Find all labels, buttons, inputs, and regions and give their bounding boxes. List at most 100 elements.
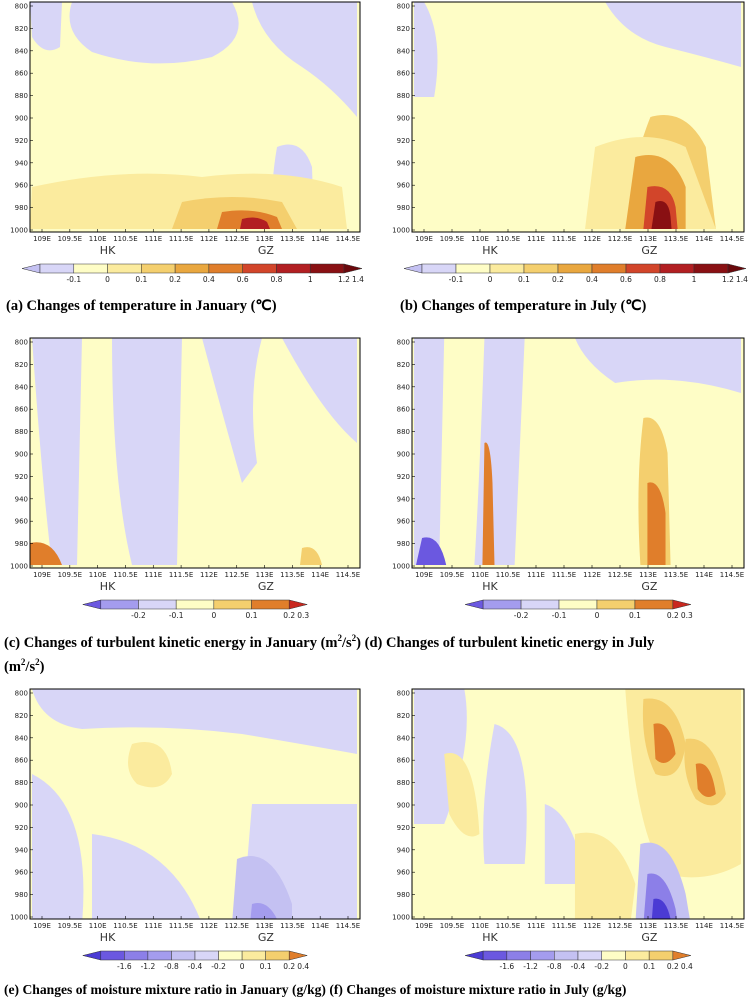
x-tick-label: 109.5E xyxy=(58,922,82,930)
x-tick-label: 113E xyxy=(256,235,274,243)
x-tick-label: 110E xyxy=(89,571,107,579)
colorbar-swatch xyxy=(557,263,593,274)
caption-c-d: (c) Changes of turbulent kinetic energy … xyxy=(4,633,654,652)
city-label-hk: HK xyxy=(482,580,498,593)
caption-a: (a) Changes of temperature in January (℃… xyxy=(6,298,277,314)
contour-region xyxy=(232,856,292,919)
plot-area: 800 820 840 860 880 900 920 940 960 980 1000 109E 10… xyxy=(10,688,361,944)
x-tick-label: 110E xyxy=(471,571,489,579)
y-tick-label: 920 xyxy=(397,824,410,832)
colorbar-label: 0.1 xyxy=(246,611,258,620)
colorbar-swatch xyxy=(218,950,243,961)
contour-region xyxy=(574,338,741,393)
caption-d-post: ) xyxy=(39,658,45,675)
colorbar-label: 1.4 xyxy=(736,275,748,284)
contour-region xyxy=(444,753,480,837)
city-label-gz: GZ xyxy=(641,931,658,944)
x-tick-label: 111E xyxy=(527,922,545,930)
colorbar-swatch xyxy=(194,950,219,961)
colorbar-label: 0.2 xyxy=(667,611,679,620)
panel-f-moisture-july: 800 820 840 860 880 900 920 940 960 980 1000 109E 10… xyxy=(388,687,750,977)
x-tick-label: 114.5E xyxy=(336,571,360,579)
y-tick-label: 860 xyxy=(397,757,410,765)
colorbar-swatch xyxy=(175,599,215,610)
y-tick-label: 880 xyxy=(397,92,410,100)
colorbar-swatch xyxy=(213,599,252,610)
colorbar-label: -1.2 xyxy=(141,962,156,971)
x-tick-label: 112E xyxy=(200,235,218,243)
x-tick-label: 109.5E xyxy=(440,922,464,930)
y-tick-label: 880 xyxy=(15,428,28,436)
contour-fills xyxy=(30,338,357,565)
colorbar-low-triangle xyxy=(465,599,484,610)
y-tick-label: 820 xyxy=(15,361,28,369)
y-tick-label: 900 xyxy=(397,115,410,123)
colorbar-label: 0 xyxy=(623,962,628,971)
y-tick-label: 980 xyxy=(15,891,28,899)
y-tick-label: 880 xyxy=(15,779,28,787)
colorbar-high-triangle xyxy=(672,599,691,610)
contour-region xyxy=(482,442,495,565)
contour-region xyxy=(250,903,277,919)
colorbar-label: 0.6 xyxy=(237,275,249,284)
x-tick-label: 111.5E xyxy=(552,235,576,243)
x-tick-label: 112.5E xyxy=(608,235,632,243)
colorbar-swatch xyxy=(100,950,125,961)
x-tick-label: 113E xyxy=(639,922,657,930)
x-tick-label: 110.5E xyxy=(496,922,520,930)
y-tick-label: 940 xyxy=(397,159,410,167)
y-tick-label: 960 xyxy=(397,182,410,190)
caption-d-sup2: 2 xyxy=(35,657,40,667)
x-tick-label: 114E xyxy=(311,571,329,579)
colorbar: -0.1 0 0.1 0.2 0.4 0.6 0.8 1 1.2 1.4 xyxy=(403,263,748,284)
colorbar-label: -0.1 xyxy=(449,275,464,284)
y-tick-label: 840 xyxy=(397,734,410,742)
caption-b: (b) Changes of temperature in July (℃) xyxy=(400,298,647,314)
colorbar-label: 0.4 xyxy=(203,275,215,284)
x-tick-label: 111.5E xyxy=(552,571,576,579)
contour-fills xyxy=(414,338,741,565)
contour-region xyxy=(414,338,445,565)
colorbar-swatch xyxy=(251,599,290,610)
colorbar-label: 0.4 xyxy=(586,275,598,284)
x-tick-label: 114E xyxy=(695,571,713,579)
contour-region xyxy=(32,338,82,565)
plot-frame xyxy=(411,1,745,233)
contour-region xyxy=(643,873,677,919)
caption-d-mid: /s xyxy=(25,658,36,675)
x-tick-label: 111E xyxy=(527,235,545,243)
colorbar-label: 0.1 xyxy=(629,611,641,620)
y-tick-label: 860 xyxy=(397,406,410,414)
contour-region xyxy=(112,338,182,565)
x-tick-label: 109.5E xyxy=(440,235,464,243)
colorbar-label: -0.4 xyxy=(188,962,203,971)
colorbar-swatch xyxy=(208,263,243,274)
contour-region xyxy=(416,537,447,565)
colorbar-low-triangle xyxy=(465,950,484,961)
caption-d-pre: (m xyxy=(4,658,21,675)
x-tick-label: 110E xyxy=(471,235,489,243)
y-tick-label: 820 xyxy=(15,712,28,720)
panel-d-tke-july: 800 820 840 860 880 900 920 940 960 980 1000 109E 10… xyxy=(388,336,750,620)
city-label-gz: GZ xyxy=(258,580,275,593)
x-tick-label: 113.5E xyxy=(280,571,304,579)
colorbar-label: 0 xyxy=(105,275,110,284)
colorbar-swatch xyxy=(276,263,311,274)
x-tick-label: 113.5E xyxy=(664,235,688,243)
y-tick-label: 940 xyxy=(15,846,28,854)
colorbar-label: 1.2 xyxy=(338,275,350,284)
contour-region xyxy=(414,2,438,97)
x-tick-label: 109.5E xyxy=(58,235,82,243)
x-tick-label: 114.5E xyxy=(336,235,360,243)
x-tick-label: 112.5E xyxy=(608,922,632,930)
colorbar: -0.2 -0.1 0 0.1 0.2 0.3 xyxy=(82,599,309,620)
colorbar-label: 0.2 xyxy=(283,611,295,620)
x-tick-label: 109.5E xyxy=(440,571,464,579)
y-tick-label: 880 xyxy=(397,779,410,787)
colorbar-swatch xyxy=(171,950,196,961)
y-tick-label: 1000 xyxy=(10,227,28,235)
y-tick-label: 800 xyxy=(15,339,28,347)
panel-b-temperature-july: 800 820 840 860 880 900 920 940 960 980 1000 109E 10… xyxy=(388,0,750,284)
x-tick-label: 113.5E xyxy=(280,922,304,930)
